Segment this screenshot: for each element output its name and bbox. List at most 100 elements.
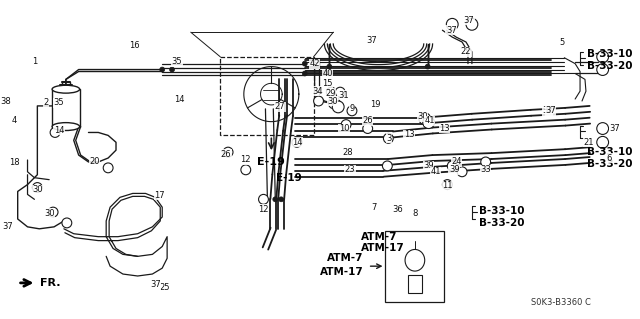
Text: 19: 19 (371, 100, 381, 109)
Text: 24: 24 (451, 158, 461, 167)
Text: E-19: E-19 (257, 157, 285, 167)
Text: ATM-7: ATM-7 (327, 253, 364, 263)
Text: 13: 13 (439, 124, 450, 133)
Text: 38: 38 (1, 97, 12, 106)
Text: 40: 40 (322, 69, 333, 78)
Text: 41: 41 (430, 167, 441, 176)
Text: FR.: FR. (40, 278, 61, 288)
Text: ATM-17: ATM-17 (320, 267, 364, 277)
Text: 28: 28 (342, 148, 353, 157)
Text: 35: 35 (172, 57, 182, 66)
Text: S0K3-B3360 C: S0K3-B3360 C (531, 298, 591, 307)
Text: 29: 29 (325, 89, 335, 98)
Text: 30: 30 (417, 112, 428, 121)
Text: 30: 30 (32, 185, 43, 194)
Bar (220, 57, 314, 135)
Circle shape (259, 194, 268, 204)
Text: ATM-7: ATM-7 (361, 232, 397, 242)
Text: 20: 20 (89, 158, 100, 167)
Text: 2: 2 (44, 99, 49, 108)
Circle shape (419, 113, 431, 125)
Circle shape (332, 101, 344, 113)
Circle shape (62, 218, 72, 228)
Text: 37: 37 (150, 280, 161, 289)
Text: 37: 37 (446, 26, 456, 35)
Text: ATM-17: ATM-17 (361, 243, 404, 254)
Text: 39: 39 (449, 165, 460, 174)
Circle shape (596, 51, 609, 63)
Text: 5: 5 (560, 38, 565, 47)
Circle shape (50, 128, 60, 137)
Text: 11: 11 (442, 181, 452, 190)
Circle shape (442, 180, 452, 189)
Ellipse shape (405, 249, 425, 271)
Text: 21: 21 (584, 138, 594, 147)
Text: B-33-20: B-33-20 (479, 218, 524, 228)
Circle shape (33, 182, 42, 192)
Circle shape (170, 67, 175, 72)
Circle shape (335, 87, 345, 97)
Text: 36: 36 (392, 205, 403, 214)
Circle shape (341, 120, 351, 130)
Circle shape (425, 64, 430, 69)
Text: 14: 14 (173, 94, 184, 104)
Circle shape (327, 64, 332, 69)
Text: 16: 16 (129, 41, 140, 50)
Text: 12: 12 (241, 155, 251, 165)
Text: E-19: E-19 (276, 173, 302, 183)
Text: 37: 37 (545, 106, 556, 115)
Text: 37: 37 (609, 124, 620, 133)
Text: B-33-10: B-33-10 (587, 147, 632, 157)
Circle shape (363, 124, 372, 133)
Bar (385, 231, 444, 301)
Text: 22: 22 (461, 47, 471, 56)
Ellipse shape (52, 122, 79, 130)
Text: 37: 37 (463, 16, 474, 25)
Circle shape (273, 197, 278, 202)
Text: 41: 41 (424, 116, 435, 125)
Text: 14: 14 (54, 126, 64, 135)
Circle shape (314, 96, 323, 106)
Text: 31: 31 (338, 91, 348, 100)
Circle shape (160, 67, 164, 72)
Text: 37: 37 (3, 222, 13, 231)
Text: 30: 30 (327, 97, 338, 106)
Circle shape (481, 157, 491, 167)
Circle shape (326, 87, 336, 97)
Text: 42: 42 (309, 59, 320, 68)
Text: 32: 32 (542, 106, 553, 115)
Text: 3: 3 (387, 134, 392, 143)
Circle shape (328, 97, 340, 109)
Text: 34: 34 (312, 87, 323, 96)
Text: 4: 4 (12, 116, 17, 125)
Bar (52, 89, 79, 127)
Text: 9: 9 (349, 104, 355, 113)
Text: 35: 35 (54, 99, 64, 108)
Text: B-33-20: B-33-20 (587, 61, 632, 70)
Text: 23: 23 (345, 165, 355, 174)
Circle shape (383, 161, 392, 171)
Bar (408, 275, 422, 293)
Text: 8: 8 (412, 209, 417, 218)
Text: 33: 33 (480, 165, 491, 174)
Text: B-33-10: B-33-10 (479, 206, 524, 216)
Text: 30: 30 (44, 209, 54, 218)
Circle shape (447, 161, 457, 171)
Ellipse shape (52, 85, 79, 93)
Text: 13: 13 (404, 130, 414, 139)
Circle shape (223, 147, 233, 157)
Text: 1: 1 (32, 57, 37, 66)
Circle shape (596, 122, 609, 134)
Circle shape (292, 137, 302, 147)
Circle shape (302, 71, 307, 76)
Circle shape (279, 197, 284, 202)
Circle shape (423, 117, 435, 129)
Circle shape (596, 137, 609, 148)
Text: 27: 27 (275, 102, 285, 111)
Circle shape (103, 163, 113, 173)
Text: 37: 37 (366, 35, 377, 45)
Text: B-33-10: B-33-10 (587, 49, 632, 59)
Circle shape (347, 106, 357, 116)
Circle shape (302, 61, 307, 66)
Circle shape (446, 19, 458, 30)
